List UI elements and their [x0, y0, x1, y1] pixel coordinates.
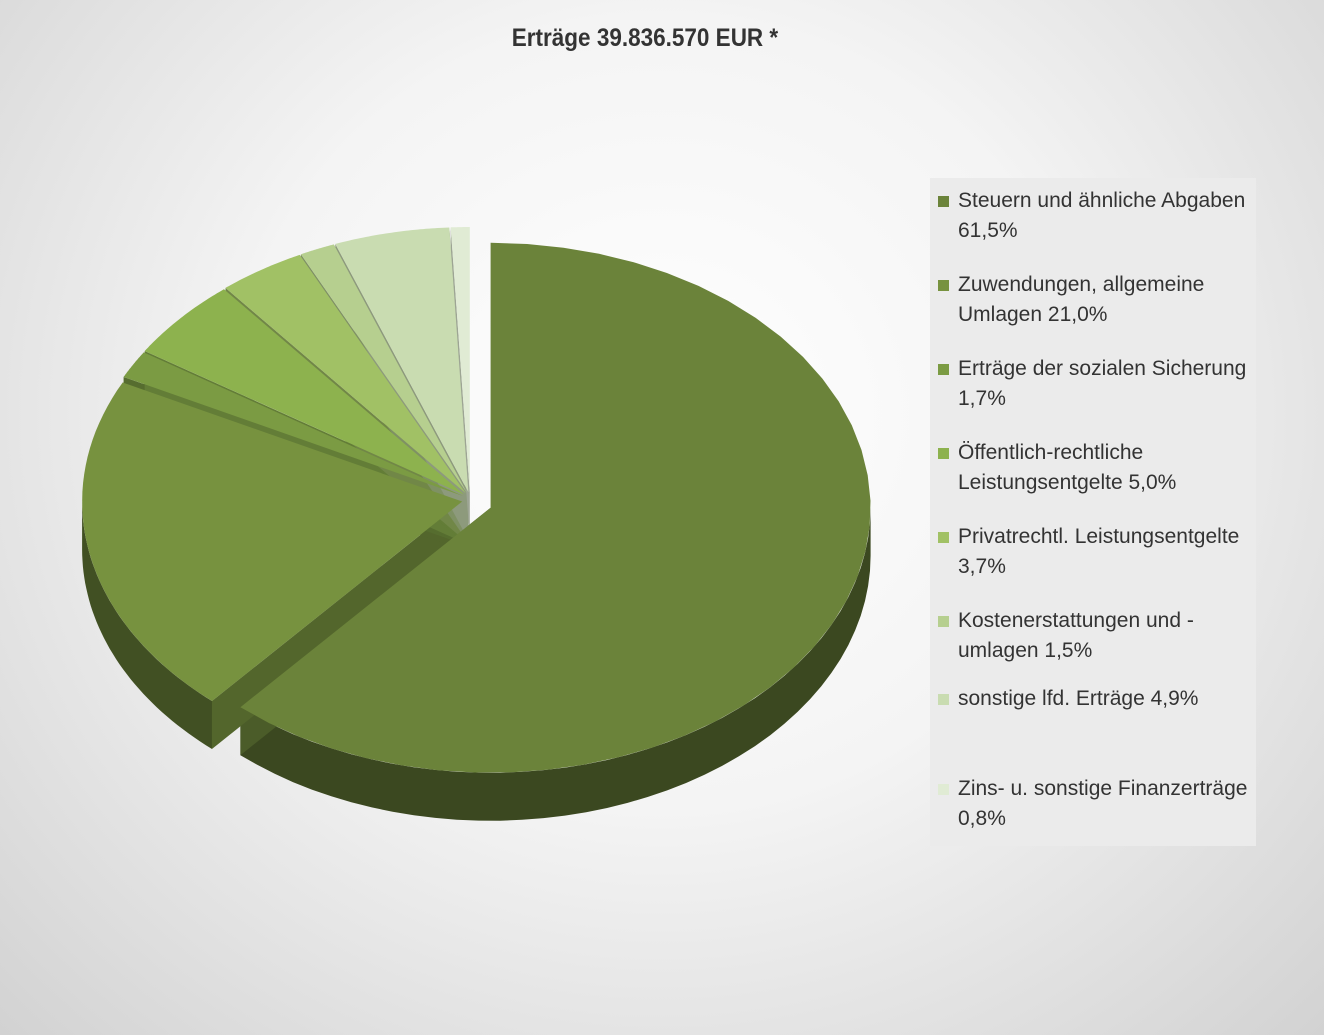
legend-value: 61,5% — [958, 219, 1018, 242]
legend-label: sonstige lfd. Erträge — [958, 687, 1145, 710]
legend-value: 0,8% — [958, 807, 1006, 830]
legend-entry: Privatrechtl. Leistungsentgelte 3,7% — [938, 522, 1276, 582]
slice-side — [240, 507, 871, 821]
pie-area — [82, 227, 871, 821]
legend-label: Öffentlich-rechtliche Leistungsentgelte — [958, 441, 1144, 494]
slice — [335, 227, 469, 493]
legend-swatch — [938, 448, 949, 459]
legend-entry: Zins- u. sonstige Finanzerträge 0,8% — [938, 774, 1276, 834]
legend-label: Privatrechtl. Leistungsentgelte — [958, 525, 1240, 548]
legend-entry: Kostenerstattungen und - umlagen 1,5% — [938, 606, 1276, 666]
legend-entry: Zuwendungen, allgemeine Umlagen 21,0% — [938, 270, 1276, 330]
legend-swatch — [938, 616, 949, 627]
legend-value: 3,7% — [958, 555, 1006, 578]
legend-value: 4,9% — [1150, 687, 1199, 710]
slice — [144, 289, 465, 495]
legend-swatch — [938, 196, 949, 207]
slice — [82, 382, 463, 701]
legend-swatch — [938, 532, 949, 543]
legend-label: Zins- u. sonstige Finanzerträge — [958, 777, 1248, 800]
legend-label: Zuwendungen, allgemeine Umlagen — [958, 273, 1205, 326]
slice — [450, 227, 470, 493]
slice — [225, 254, 466, 494]
legend-entry: Erträge der sozialen Sicherung 1,7% — [938, 354, 1276, 414]
legend-label: Erträge der sozialen Sicherung — [958, 357, 1247, 380]
legend-label: Steuern und ähnliche Abgaben — [958, 189, 1246, 212]
legend-entry: Öffentlich-rechtliche Leistungsentgelte … — [938, 438, 1276, 498]
slice — [300, 244, 467, 493]
legend-swatch — [938, 364, 949, 375]
slice-side — [82, 501, 212, 749]
legend-entry: Steuern und ähnliche Abgaben 61,5% — [938, 186, 1276, 246]
legend-swatch — [938, 280, 949, 291]
legend-value: 5,0% — [1128, 471, 1177, 494]
legend-label: Kostenerstattungen und - umlagen — [958, 609, 1194, 662]
chart-title: Erträge 39.836.570 EUR * — [511, 24, 779, 52]
legend-value: 1,5% — [1044, 639, 1093, 662]
legend: Steuern und ähnliche Abgaben 61,5% Zuwend… — [930, 178, 1256, 846]
legend-swatch — [938, 784, 949, 795]
slice — [240, 242, 871, 773]
slice — [123, 352, 464, 497]
legend-entry: sonstige lfd. Erträge 4,9% — [938, 684, 1276, 714]
legend-value: 21,0% — [1047, 303, 1108, 326]
legend-value: 1,7% — [958, 387, 1006, 410]
legend-swatch — [938, 694, 949, 705]
